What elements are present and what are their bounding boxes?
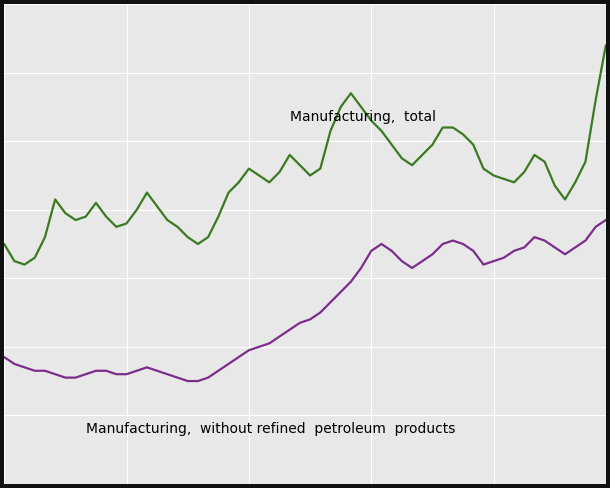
- Text: Manufacturing,  total: Manufacturing, total: [290, 110, 436, 124]
- Text: Manufacturing,  without refined  petroleum  products: Manufacturing, without refined petroleum…: [86, 422, 455, 436]
